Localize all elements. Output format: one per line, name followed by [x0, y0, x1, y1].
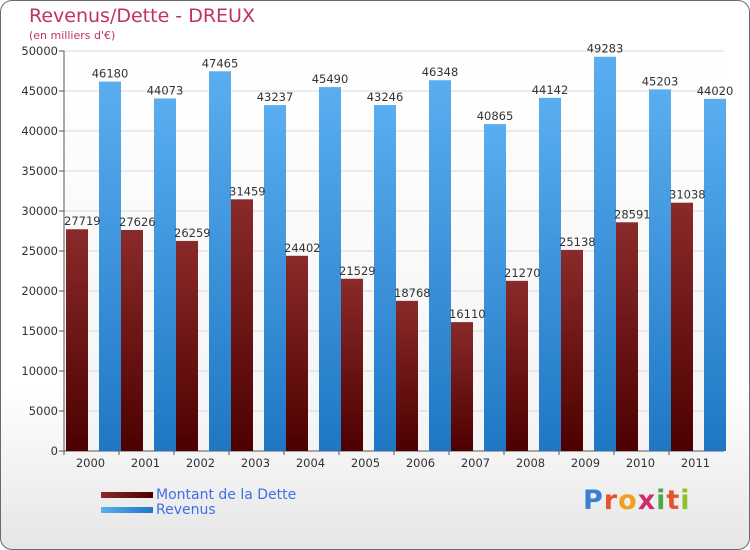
x-tick-label: 2010 — [626, 456, 655, 470]
y-tick-label: 5000 — [29, 404, 58, 418]
data-label: 44142 — [532, 83, 569, 97]
logo-letter: r — [603, 485, 619, 516]
bar-revenus — [649, 89, 671, 451]
data-label: 27626 — [119, 215, 156, 229]
bar-dette — [176, 240, 198, 451]
bar-dette — [66, 229, 88, 451]
logo-letter: i — [680, 485, 691, 516]
data-label: 28591 — [614, 207, 651, 221]
data-label: 31038 — [669, 188, 706, 202]
data-label: 21529 — [339, 264, 376, 278]
y-tick-label: 30000 — [21, 204, 58, 218]
chart-subtitle: (en milliers d'€) — [29, 29, 116, 42]
y-tick-label: 20000 — [21, 284, 58, 298]
data-label: 47465 — [202, 56, 239, 70]
bar-dette — [506, 280, 528, 451]
bar-revenus — [264, 105, 286, 451]
bar-revenus — [99, 81, 121, 451]
x-tick-label: 2009 — [571, 456, 600, 470]
legend-swatch-revenus — [101, 507, 153, 513]
data-label: 21270 — [504, 266, 541, 280]
y-tick-label: 10000 — [21, 364, 58, 378]
logo-letter: o — [618, 485, 638, 516]
legend-label-dette: Montant de la Dette — [156, 487, 297, 503]
data-label: 40865 — [477, 109, 514, 123]
data-label: 43237 — [257, 90, 294, 104]
data-label: 25138 — [559, 235, 596, 249]
logo-letter: x — [637, 485, 657, 516]
logo-letter: i — [656, 485, 667, 516]
data-label: 44020 — [697, 84, 734, 98]
bar-revenus — [484, 124, 506, 451]
data-label: 45203 — [642, 74, 679, 88]
x-tick-label: 2004 — [296, 456, 325, 470]
x-tick-label: 2002 — [186, 456, 215, 470]
bar-dette — [341, 278, 363, 451]
y-tick-label: 0 — [51, 444, 58, 458]
data-label: 18768 — [394, 286, 431, 300]
y-tick-label: 50000 — [21, 44, 58, 58]
y-tick-label: 25000 — [21, 244, 58, 258]
bar-revenus — [374, 105, 396, 452]
bar-revenus — [539, 97, 561, 451]
data-label: 44073 — [147, 83, 184, 97]
bar-dette — [396, 300, 418, 451]
x-tick-label: 2008 — [516, 456, 545, 470]
bar-revenus — [319, 87, 341, 451]
bar-revenus — [704, 98, 726, 451]
y-tick-label: 15000 — [21, 324, 58, 338]
data-label: 27719 — [64, 214, 101, 228]
bar-revenus — [594, 56, 616, 452]
proxiti-logo: Proxiti — [583, 485, 691, 516]
x-tick-label: 2005 — [351, 456, 380, 470]
y-tick-label: 45000 — [21, 84, 58, 98]
data-labels: 27719 46180 27626 44073 26259 47465 31459 43237… — [64, 42, 733, 321]
x-tick-label: 2001 — [131, 456, 160, 470]
data-label: 46348 — [422, 65, 459, 79]
data-label: 49283 — [587, 42, 624, 56]
bar-dette — [616, 222, 638, 451]
bar-dette — [231, 199, 253, 451]
data-label: 45490 — [312, 72, 349, 86]
x-tick-label: 2003 — [241, 456, 270, 470]
x-tick-label: 2006 — [406, 456, 435, 470]
data-label: 31459 — [229, 184, 266, 198]
x-tick-label: 2011 — [681, 456, 710, 470]
bar-dette — [121, 229, 143, 451]
logo-letter: P — [583, 485, 604, 516]
bar-revenus — [154, 98, 176, 451]
chart-title: Revenus/Dette - DREUX — [29, 5, 255, 27]
data-label: 43246 — [367, 90, 404, 104]
bar-dette — [286, 255, 308, 451]
bar-dette — [561, 249, 583, 451]
legend-label-revenus: Revenus — [156, 502, 216, 518]
logo-letter: t — [666, 485, 681, 516]
bar-dette — [451, 322, 473, 451]
data-label: 24402 — [284, 241, 321, 255]
legend-swatch-dette — [101, 492, 153, 498]
x-tick-label: 2000 — [76, 456, 105, 470]
x-tick-label: 2007 — [461, 456, 490, 470]
data-label: 16110 — [449, 307, 486, 321]
bar-revenus — [429, 80, 451, 451]
y-tick-label: 40000 — [21, 124, 58, 138]
bars — [66, 56, 726, 452]
bar-revenus — [209, 71, 231, 451]
data-label: 26259 — [174, 226, 211, 240]
y-tick-label: 35000 — [21, 164, 58, 178]
bar-dette — [671, 202, 693, 451]
data-label: 46180 — [92, 67, 129, 81]
